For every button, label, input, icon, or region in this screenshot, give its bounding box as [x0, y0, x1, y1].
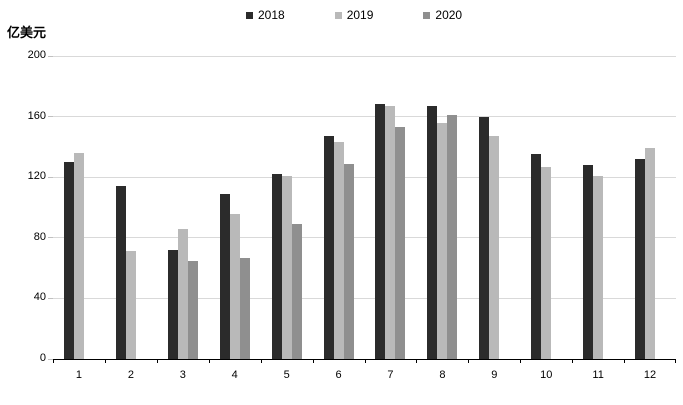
bar-2018-month-9 [479, 116, 490, 359]
legend-item-2018: 2018 [246, 8, 285, 22]
gridline-80 [53, 237, 676, 239]
x-tick-label-2: 2 [127, 369, 134, 381]
y-tick-label-40: 40 [33, 291, 46, 304]
y-tick-mark [48, 176, 53, 178]
y-tick-label-80: 80 [33, 230, 46, 243]
legend-item-2020: 2020 [423, 8, 462, 22]
y-tick-mark [48, 116, 53, 118]
y-tick-label-160: 160 [27, 109, 46, 122]
y-axis-title: 亿美元 [7, 25, 47, 40]
bar-2018-month-10 [531, 154, 542, 359]
bar-2019-month-9 [489, 136, 500, 359]
bar-2019-month-1 [73, 152, 84, 359]
bar-2018-month-5 [271, 174, 282, 359]
x-tick-label-9: 9 [491, 369, 498, 381]
plot-area [48, 55, 676, 363]
legend-swatch-2019-icon [334, 11, 342, 19]
bar-2019-month-3 [177, 228, 188, 359]
bar-2019-month-6 [333, 142, 344, 359]
x-tick-mark [572, 359, 574, 363]
x-tick-mark [208, 359, 210, 363]
x-tick-mark [468, 359, 470, 363]
gridline-160 [53, 116, 676, 118]
x-tick-mark [364, 359, 366, 363]
bar-2018-month-6 [323, 136, 334, 359]
bar-2019-month-12 [645, 148, 656, 359]
legend-swatch-2020-icon [423, 11, 431, 19]
bar-2020-month-8 [447, 115, 458, 359]
bar-2019-month-7 [385, 106, 396, 359]
legend-label-2018: 2018 [258, 8, 285, 22]
legend: 2018 2019 2020 [246, 8, 462, 22]
x-tick-label-1: 1 [75, 369, 83, 381]
bar-2020-month-6 [343, 163, 354, 359]
x-tick-mark [156, 359, 158, 363]
gridline-40 [53, 297, 676, 299]
bar-2019-month-5 [281, 175, 292, 359]
legend-label-2019: 2019 [346, 8, 374, 22]
bar-2018-month-8 [427, 106, 438, 359]
x-tick-mark [260, 359, 262, 363]
bar-2019-month-4 [229, 213, 240, 359]
x-tick-label-4: 4 [231, 369, 238, 381]
x-tick-mark [624, 359, 626, 363]
x-tick-label-7: 7 [387, 369, 394, 381]
bar-2018-month-12 [635, 159, 646, 359]
bar-2020-month-4 [239, 257, 250, 359]
x-tick-label-6: 6 [335, 369, 342, 381]
x-tick-label-12: 12 [643, 369, 657, 381]
x-tick-label-8: 8 [439, 369, 446, 381]
bar-2019-month-8 [437, 122, 448, 359]
y-tick-mark [48, 358, 53, 360]
x-tick-mark [312, 359, 314, 363]
bar-2018-month-4 [219, 193, 230, 359]
y-tick-mark [48, 55, 53, 57]
x-tick-mark [53, 359, 54, 363]
gridline-200 [53, 55, 676, 57]
bar-2018-month-2 [115, 186, 126, 359]
bar-2018-month-3 [167, 249, 178, 359]
x-tick-mark [416, 359, 418, 363]
bar-2018-month-7 [375, 104, 386, 359]
x-tick-label-11: 11 [592, 369, 604, 381]
bar-2018-month-1 [63, 162, 74, 359]
y-tick-label-0: 0 [39, 352, 46, 364]
bar-2020-month-3 [187, 260, 198, 359]
bar-2019-month-10 [541, 166, 552, 359]
x-tick-mark [104, 359, 106, 363]
y-tick-label-200: 200 [27, 49, 46, 61]
legend-item-2019: 2019 [334, 8, 374, 22]
gridline-120 [53, 176, 676, 178]
x-tick-label-3: 3 [179, 369, 186, 381]
y-tick-label-120: 120 [27, 170, 46, 183]
bar-2019-month-11 [593, 175, 604, 359]
bar-2020-month-5 [291, 224, 302, 359]
y-tick-mark [48, 237, 53, 239]
bar-2018-month-11 [583, 165, 594, 359]
x-tick-label-5: 5 [283, 369, 290, 381]
x-tick-mark [675, 359, 676, 363]
y-tick-mark [48, 297, 53, 299]
legend-swatch-2018-icon [246, 11, 253, 19]
x-tick-label-10: 10 [540, 369, 553, 381]
bar-2020-month-7 [395, 127, 406, 359]
bar-2019-month-2 [125, 251, 136, 359]
legend-label-2020: 2020 [435, 8, 463, 22]
x-tick-mark [520, 359, 522, 363]
